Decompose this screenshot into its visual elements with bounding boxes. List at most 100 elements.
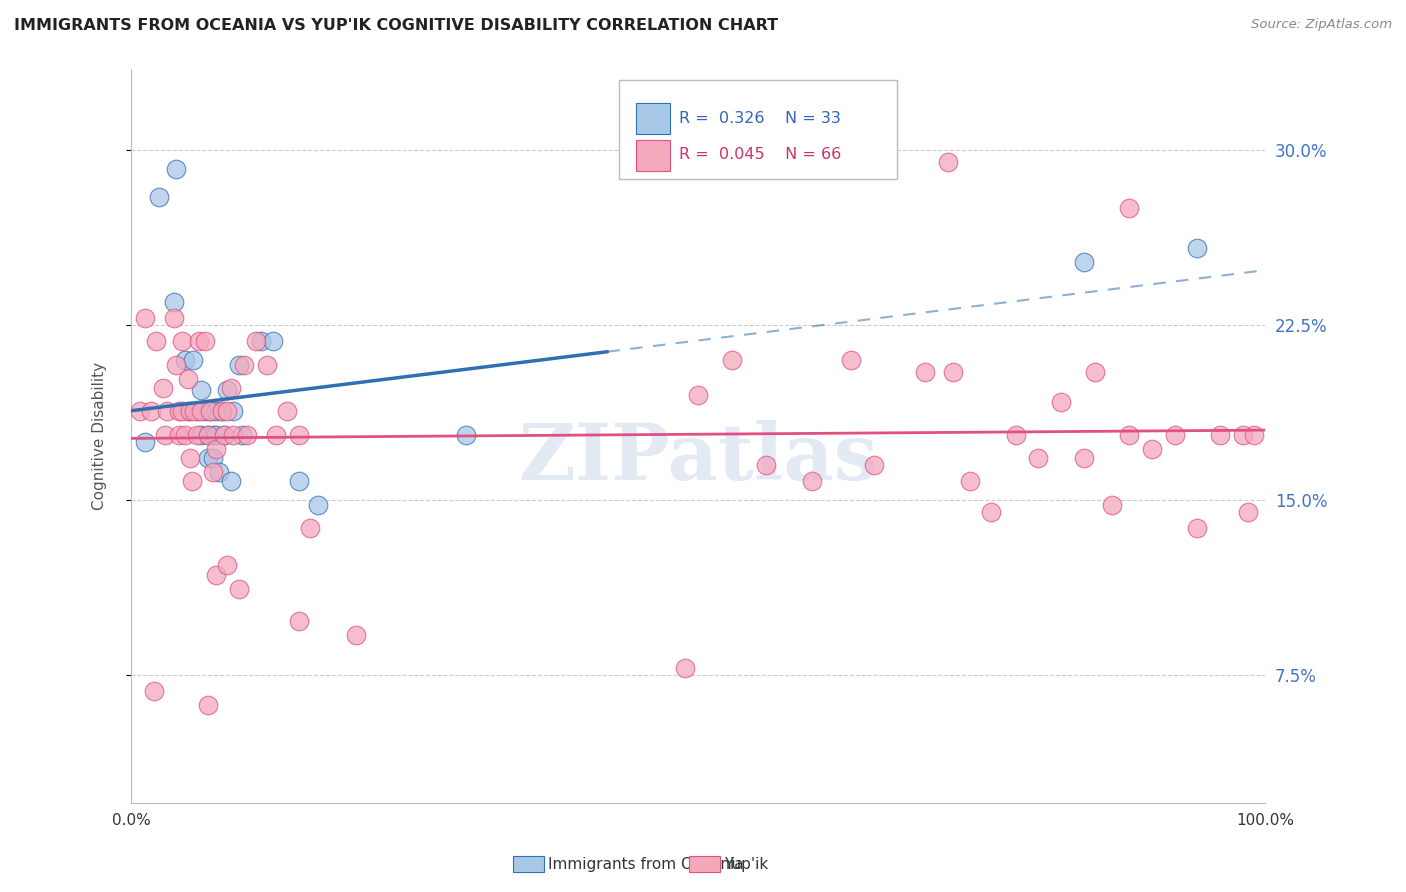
Point <box>1232 427 1254 442</box>
Point <box>152 381 174 395</box>
Point <box>176 404 198 418</box>
Point <box>153 427 176 442</box>
Point <box>142 684 165 698</box>
Point <box>205 567 228 582</box>
Point <box>183 353 205 368</box>
Point <box>755 458 778 472</box>
Point <box>183 404 205 418</box>
Point <box>1209 427 1232 442</box>
Point <box>264 427 287 442</box>
Point <box>181 475 204 489</box>
Point <box>936 154 959 169</box>
Text: Source: ZipAtlas.com: Source: ZipAtlas.com <box>1251 18 1392 31</box>
Point <box>721 353 744 368</box>
Point <box>211 404 233 418</box>
Point <box>197 427 219 442</box>
Point <box>186 427 208 442</box>
Point <box>1084 365 1107 379</box>
Bar <box>636 140 669 171</box>
Point <box>134 434 156 449</box>
Point <box>235 427 257 442</box>
Point <box>156 404 179 418</box>
Point <box>1073 450 1095 465</box>
Point <box>200 404 222 418</box>
Text: Immigrants from Oceania: Immigrants from Oceania <box>548 857 744 871</box>
Point <box>1163 427 1185 442</box>
Point <box>800 475 823 489</box>
Point <box>233 358 256 372</box>
Point <box>179 450 201 465</box>
Point <box>219 381 242 395</box>
Point <box>673 661 696 675</box>
Point <box>201 465 224 479</box>
Point <box>174 353 197 368</box>
Point <box>1028 450 1050 465</box>
Point <box>1073 255 1095 269</box>
Point <box>197 698 219 713</box>
Point <box>165 358 187 372</box>
Point <box>145 334 167 349</box>
Text: Yup'ik: Yup'ik <box>724 857 768 871</box>
Point <box>170 334 193 349</box>
Point <box>148 190 170 204</box>
Text: R =  0.045    N = 66: R = 0.045 N = 66 <box>679 147 841 162</box>
Point <box>190 404 212 418</box>
Point <box>163 294 186 309</box>
Point <box>1140 442 1163 456</box>
Point <box>1118 202 1140 216</box>
Point <box>1004 427 1026 442</box>
Point <box>219 475 242 489</box>
Point <box>201 427 224 442</box>
Point <box>217 404 239 418</box>
Text: R =  0.326    N = 33: R = 0.326 N = 33 <box>679 111 841 126</box>
Point <box>288 427 311 442</box>
Point <box>163 311 186 326</box>
Point <box>186 404 208 418</box>
Point <box>129 404 152 418</box>
Point <box>170 404 193 418</box>
Bar <box>636 103 669 135</box>
Point <box>197 450 219 465</box>
Point <box>839 353 862 368</box>
Point <box>228 358 250 372</box>
Point <box>212 427 235 442</box>
Point <box>262 334 284 349</box>
Point <box>980 505 1002 519</box>
Point <box>914 365 936 379</box>
Point <box>134 311 156 326</box>
Point <box>205 442 228 456</box>
Point <box>211 404 233 418</box>
Point <box>1187 241 1209 255</box>
Point <box>288 615 311 629</box>
Point <box>454 427 477 442</box>
Point <box>194 404 217 418</box>
Point <box>205 427 228 442</box>
Point <box>201 450 224 465</box>
Point <box>190 384 212 398</box>
Point <box>1243 427 1265 442</box>
Point <box>217 384 239 398</box>
Point <box>307 498 329 512</box>
Point <box>1187 521 1209 535</box>
Point <box>194 334 217 349</box>
FancyBboxPatch shape <box>619 79 897 178</box>
Point <box>212 427 235 442</box>
Point <box>208 465 231 479</box>
Point <box>141 404 163 418</box>
Point <box>174 427 197 442</box>
Point <box>167 427 190 442</box>
Text: IMMIGRANTS FROM OCEANIA VS YUP'IK COGNITIVE DISABILITY CORRELATION CHART: IMMIGRANTS FROM OCEANIA VS YUP'IK COGNIT… <box>14 18 778 33</box>
Point <box>167 404 190 418</box>
Point <box>344 628 367 642</box>
Point <box>1101 498 1123 512</box>
Point <box>256 358 278 372</box>
Point <box>176 372 198 386</box>
Point <box>299 521 322 535</box>
Point <box>1237 505 1260 519</box>
Point <box>250 334 273 349</box>
Point <box>959 475 981 489</box>
Point <box>222 404 245 418</box>
Point <box>276 404 298 418</box>
Point <box>1050 395 1073 409</box>
Point <box>217 558 239 573</box>
